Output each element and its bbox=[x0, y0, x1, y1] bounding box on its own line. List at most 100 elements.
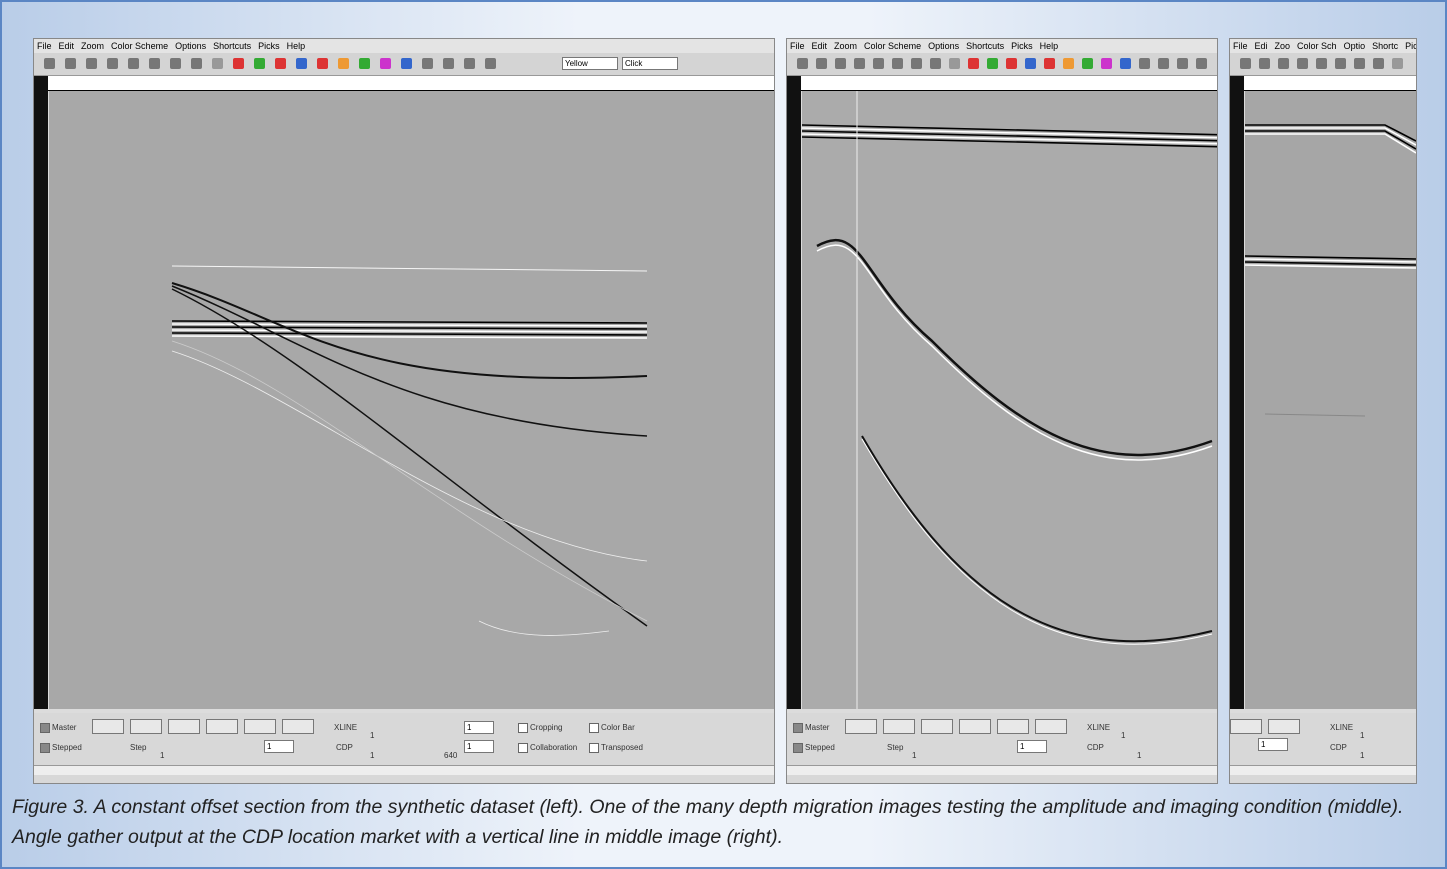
menu-item[interactable]: Edit bbox=[59, 41, 75, 51]
tool-button[interactable] bbox=[892, 58, 903, 69]
tool-button[interactable] bbox=[1120, 58, 1131, 69]
tool-button[interactable] bbox=[233, 58, 244, 69]
tool-button[interactable] bbox=[854, 58, 865, 69]
value-field[interactable]: 1 bbox=[1258, 738, 1288, 751]
checkbox[interactable] bbox=[518, 723, 528, 733]
dropdown[interactable]: Yellow bbox=[562, 57, 618, 70]
tool-button[interactable] bbox=[359, 58, 370, 69]
checkbox[interactable] bbox=[40, 743, 50, 753]
tool-button[interactable] bbox=[873, 58, 884, 69]
scrollbar[interactable] bbox=[787, 765, 1217, 775]
tool-button[interactable] bbox=[911, 58, 922, 69]
tool-button[interactable] bbox=[44, 58, 55, 69]
tool-button[interactable] bbox=[485, 58, 496, 69]
tool-button[interactable] bbox=[1082, 58, 1093, 69]
tool-button[interactable] bbox=[275, 58, 286, 69]
checkbox[interactable] bbox=[589, 743, 599, 753]
playback-button[interactable] bbox=[92, 719, 124, 734]
tool-button[interactable] bbox=[1354, 58, 1365, 69]
tool-button[interactable] bbox=[1240, 58, 1251, 69]
menu-item[interactable]: Options bbox=[928, 41, 959, 51]
tool-button[interactable] bbox=[1297, 58, 1308, 69]
tool-button[interactable] bbox=[1063, 58, 1074, 69]
tool-button[interactable] bbox=[338, 58, 349, 69]
checkbox[interactable] bbox=[793, 743, 803, 753]
tool-button[interactable] bbox=[1196, 58, 1207, 69]
tool-button[interactable] bbox=[128, 58, 139, 69]
value-field[interactable]: 1 bbox=[464, 740, 494, 753]
playback-button[interactable] bbox=[168, 719, 200, 734]
menu-item[interactable]: Zoom bbox=[81, 41, 104, 51]
menu-item[interactable]: Help bbox=[287, 41, 306, 51]
menu-item[interactable]: Edi bbox=[1255, 41, 1268, 51]
tool-button[interactable] bbox=[464, 58, 475, 69]
playback-button[interactable] bbox=[206, 719, 238, 734]
tool-button[interactable] bbox=[797, 58, 808, 69]
tool-button[interactable] bbox=[1044, 58, 1055, 69]
tool-button[interactable] bbox=[317, 58, 328, 69]
menu-item[interactable]: Picks bbox=[258, 41, 280, 51]
tool-button[interactable] bbox=[107, 58, 118, 69]
tool-button[interactable] bbox=[170, 58, 181, 69]
tool-button[interactable] bbox=[968, 58, 979, 69]
tool-button[interactable] bbox=[191, 58, 202, 69]
value-field[interactable]: 1 bbox=[464, 721, 494, 734]
tool-button[interactable] bbox=[1139, 58, 1150, 69]
menu-item[interactable]: Zoo bbox=[1275, 41, 1291, 51]
checkbox[interactable] bbox=[518, 743, 528, 753]
playback-button[interactable] bbox=[1230, 719, 1262, 734]
tool-button[interactable] bbox=[1316, 58, 1327, 69]
tool-button[interactable] bbox=[1335, 58, 1346, 69]
tool-button[interactable] bbox=[212, 58, 223, 69]
playback-button[interactable] bbox=[1035, 719, 1067, 734]
tool-button[interactable] bbox=[1006, 58, 1017, 69]
tool-button[interactable] bbox=[422, 58, 433, 69]
menu-item[interactable]: File bbox=[790, 41, 805, 51]
tool-button[interactable] bbox=[296, 58, 307, 69]
playback-button[interactable] bbox=[1268, 719, 1300, 734]
dropdown[interactable]: Click bbox=[622, 57, 678, 70]
tool-button[interactable] bbox=[1392, 58, 1403, 69]
value-field[interactable]: 1 bbox=[1017, 740, 1047, 753]
tool-button[interactable] bbox=[380, 58, 391, 69]
menu-item[interactable]: File bbox=[1233, 41, 1248, 51]
tool-button[interactable] bbox=[1158, 58, 1169, 69]
menu-item[interactable]: Zoom bbox=[834, 41, 857, 51]
tool-button[interactable] bbox=[1025, 58, 1036, 69]
menu-item[interactable]: Picks bbox=[1011, 41, 1033, 51]
playback-button[interactable] bbox=[959, 719, 991, 734]
checkbox[interactable] bbox=[793, 723, 803, 733]
playback-button[interactable] bbox=[244, 719, 276, 734]
menu-item[interactable]: Shortcuts bbox=[966, 41, 1004, 51]
tool-button[interactable] bbox=[949, 58, 960, 69]
menu-item[interactable]: Pick bbox=[1405, 41, 1417, 51]
tool-button[interactable] bbox=[1177, 58, 1188, 69]
scrollbar[interactable] bbox=[34, 765, 774, 775]
playback-button[interactable] bbox=[883, 719, 915, 734]
playback-button[interactable] bbox=[130, 719, 162, 734]
checkbox[interactable] bbox=[40, 723, 50, 733]
tool-button[interactable] bbox=[987, 58, 998, 69]
playback-button[interactable] bbox=[282, 719, 314, 734]
menu-item[interactable]: Help bbox=[1040, 41, 1059, 51]
checkbox[interactable] bbox=[589, 723, 599, 733]
tool-button[interactable] bbox=[816, 58, 827, 69]
menu-item[interactable]: Color Scheme bbox=[111, 41, 168, 51]
playback-button[interactable] bbox=[845, 719, 877, 734]
tool-button[interactable] bbox=[1278, 58, 1289, 69]
menu-item[interactable]: Color Scheme bbox=[864, 41, 921, 51]
menu-item[interactable]: Options bbox=[175, 41, 206, 51]
menu-item[interactable]: Shortc bbox=[1372, 41, 1398, 51]
tool-button[interactable] bbox=[149, 58, 160, 69]
tool-button[interactable] bbox=[1259, 58, 1270, 69]
tool-button[interactable] bbox=[835, 58, 846, 69]
tool-button[interactable] bbox=[401, 58, 412, 69]
menu-item[interactable]: Shortcuts bbox=[213, 41, 251, 51]
playback-button[interactable] bbox=[997, 719, 1029, 734]
playback-button[interactable] bbox=[921, 719, 953, 734]
tool-button[interactable] bbox=[1101, 58, 1112, 69]
tool-button[interactable] bbox=[86, 58, 97, 69]
menu-item[interactable]: Edit bbox=[812, 41, 828, 51]
menu-item[interactable]: Color Sch bbox=[1297, 41, 1337, 51]
tool-button[interactable] bbox=[443, 58, 454, 69]
